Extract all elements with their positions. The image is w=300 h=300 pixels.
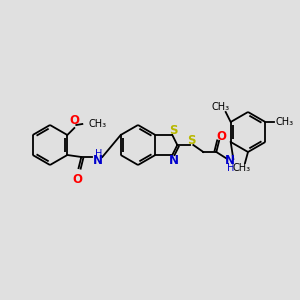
Text: CH₃: CH₃ bbox=[275, 117, 293, 127]
Text: CH₃: CH₃ bbox=[88, 119, 106, 129]
Text: N: N bbox=[93, 154, 103, 166]
Text: N: N bbox=[169, 154, 179, 166]
Text: O: O bbox=[216, 130, 226, 143]
Text: N: N bbox=[225, 154, 235, 167]
Text: O: O bbox=[72, 173, 82, 186]
Text: O: O bbox=[69, 114, 79, 127]
Text: S: S bbox=[187, 134, 196, 148]
Text: H: H bbox=[226, 163, 234, 173]
Text: CH₃: CH₃ bbox=[212, 102, 230, 112]
Text: CH₃: CH₃ bbox=[233, 163, 251, 173]
Text: H: H bbox=[94, 149, 102, 159]
Text: S: S bbox=[169, 124, 178, 136]
